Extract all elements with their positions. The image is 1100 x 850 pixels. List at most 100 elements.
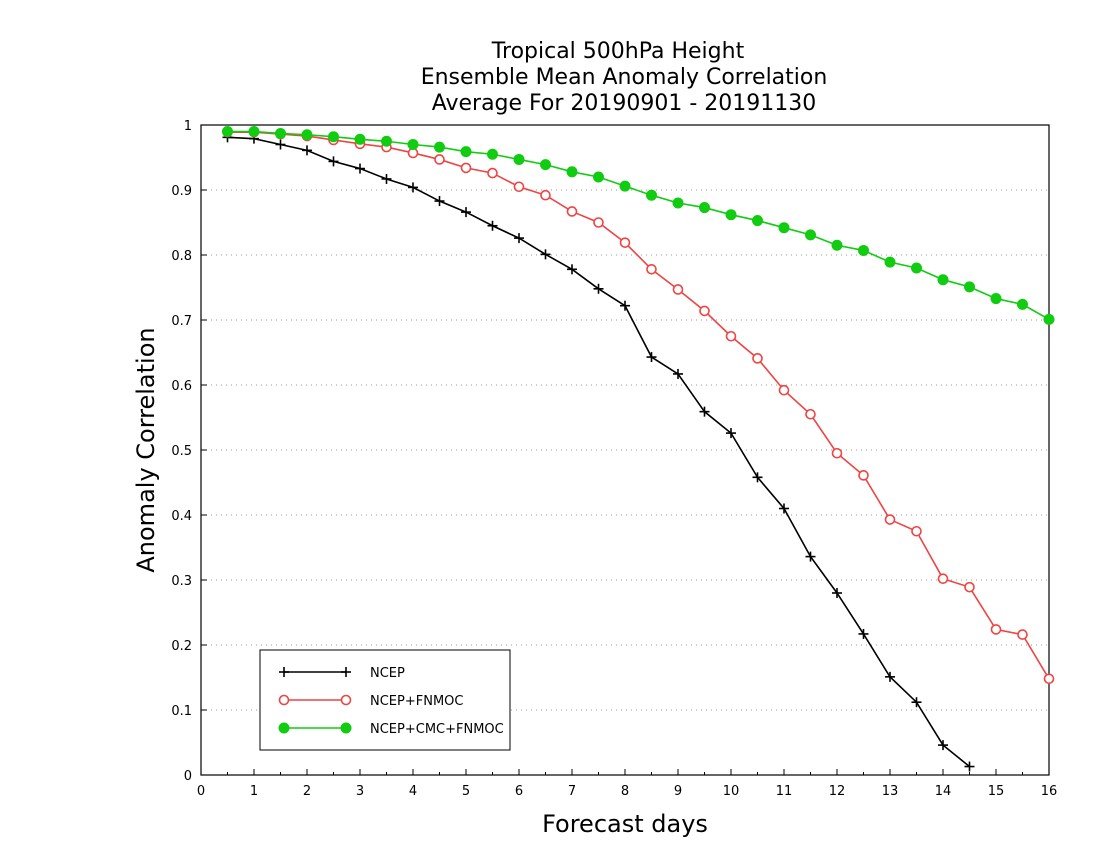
data-point [513, 153, 525, 165]
data-point [752, 353, 763, 364]
series-layer [222, 126, 1055, 772]
series-line [227, 130, 1050, 321]
y-tick-label: 0.3 [171, 574, 192, 589]
y-tick-label: 0 [184, 769, 192, 784]
y-tick-label: 0.1 [171, 704, 192, 719]
legend-items: NCEP NCEP+FNMOC NCEP+CMC+FNMOC [278, 666, 504, 737]
data-point [487, 148, 498, 160]
data-point [911, 525, 922, 537]
data-point [540, 249, 551, 260]
data-point [1017, 629, 1028, 640]
data-point [566, 206, 578, 217]
x-tick-label: 15 [988, 784, 1005, 799]
data-point [805, 408, 816, 420]
y-tick-label: 0.9 [171, 184, 192, 199]
data-point [301, 129, 313, 141]
x-tick-label: 0 [197, 784, 205, 799]
data-point [1043, 313, 1055, 325]
data-point [302, 145, 312, 156]
data-point [699, 305, 710, 317]
data-point [275, 127, 286, 139]
title-line-2: Ensemble Mean Anomaly Correlation [421, 65, 828, 90]
data-point [355, 163, 365, 174]
data-point [354, 133, 366, 145]
y-tick-label: 0.8 [171, 249, 192, 264]
data-point [937, 573, 949, 585]
title-line-3: Average For 20190901 - 20191130 [432, 91, 817, 116]
data-point [408, 182, 418, 193]
data-point [619, 180, 631, 192]
data-point [593, 171, 604, 183]
data-point [938, 740, 948, 751]
data-point [831, 239, 843, 251]
data-point [778, 384, 790, 396]
y-tick-label: 0.7 [171, 314, 192, 329]
y-tick-label: 0.5 [171, 444, 192, 459]
data-point [672, 197, 684, 209]
data-point [222, 126, 233, 137]
x-tick-label: 10 [723, 784, 740, 799]
chart-title: Tropical 500hPa Height Ensemble Mean Ano… [421, 39, 828, 116]
x-tick-label: 13 [882, 784, 899, 799]
data-point [990, 293, 1002, 305]
data-point [513, 181, 525, 193]
x-tick-label: 4 [409, 784, 417, 799]
data-point [434, 154, 445, 165]
data-point [328, 131, 339, 143]
x-tick-label: 7 [568, 784, 576, 799]
y-tick-label: 0.2 [171, 639, 192, 654]
x-tick-label: 9 [674, 784, 682, 799]
data-point [779, 503, 789, 514]
legend-label: NCEP+FNMOC [370, 694, 463, 709]
x-tick-label: 11 [776, 784, 793, 799]
data-point [248, 126, 260, 137]
data-point [990, 624, 1002, 635]
data-point [460, 162, 472, 174]
data-point [725, 209, 737, 221]
y-axis: 0 0.1 0.2 0.3 0.4 0.5 0.6 0.7 0.8 0.9 1 [171, 119, 207, 784]
data-point [699, 406, 710, 417]
data-point [858, 628, 869, 639]
series-line [227, 131, 1050, 680]
legend-item: NCEP [279, 666, 405, 681]
legend-label: NCEP+CMC+FNMOC [370, 722, 504, 737]
data-point [487, 167, 498, 179]
y-tick-label: 1 [184, 119, 192, 134]
legend-marker [340, 722, 352, 734]
data-point [778, 222, 790, 234]
data-point [461, 207, 471, 218]
data-point [540, 159, 551, 171]
x-tick-label: 8 [621, 784, 629, 799]
data-point [805, 229, 816, 241]
data-point [831, 447, 843, 459]
x-tick-label: 2 [303, 784, 311, 799]
data-point [964, 761, 975, 772]
data-point [832, 588, 842, 598]
data-point [407, 139, 419, 150]
data-point [434, 196, 445, 207]
data-point [328, 156, 339, 167]
data-point [381, 135, 392, 147]
data-point [725, 330, 737, 342]
data-point [1017, 298, 1028, 310]
data-point [964, 281, 975, 293]
y-tick-label: 0.6 [171, 379, 192, 394]
data-point [434, 141, 445, 153]
legend-label: NCEP [370, 666, 405, 681]
data-point [752, 472, 763, 483]
data-point [884, 514, 896, 525]
data-point [540, 189, 551, 201]
legend: NCEP NCEP+FNMOC NCEP+CMC+FNMOC [259, 649, 511, 751]
data-point [619, 237, 631, 248]
data-point [567, 264, 577, 275]
data-point [885, 671, 895, 682]
x-tick-label: 14 [935, 784, 952, 799]
data-point [884, 256, 896, 268]
data-point [858, 470, 869, 481]
y-axis-title: Anomaly Correlation [132, 327, 160, 572]
series-ncep-cmc-fnmoc [222, 126, 1055, 325]
y-tick-label: 0.4 [171, 509, 192, 524]
x-tick-label: 12 [829, 784, 846, 799]
data-point [964, 581, 975, 593]
